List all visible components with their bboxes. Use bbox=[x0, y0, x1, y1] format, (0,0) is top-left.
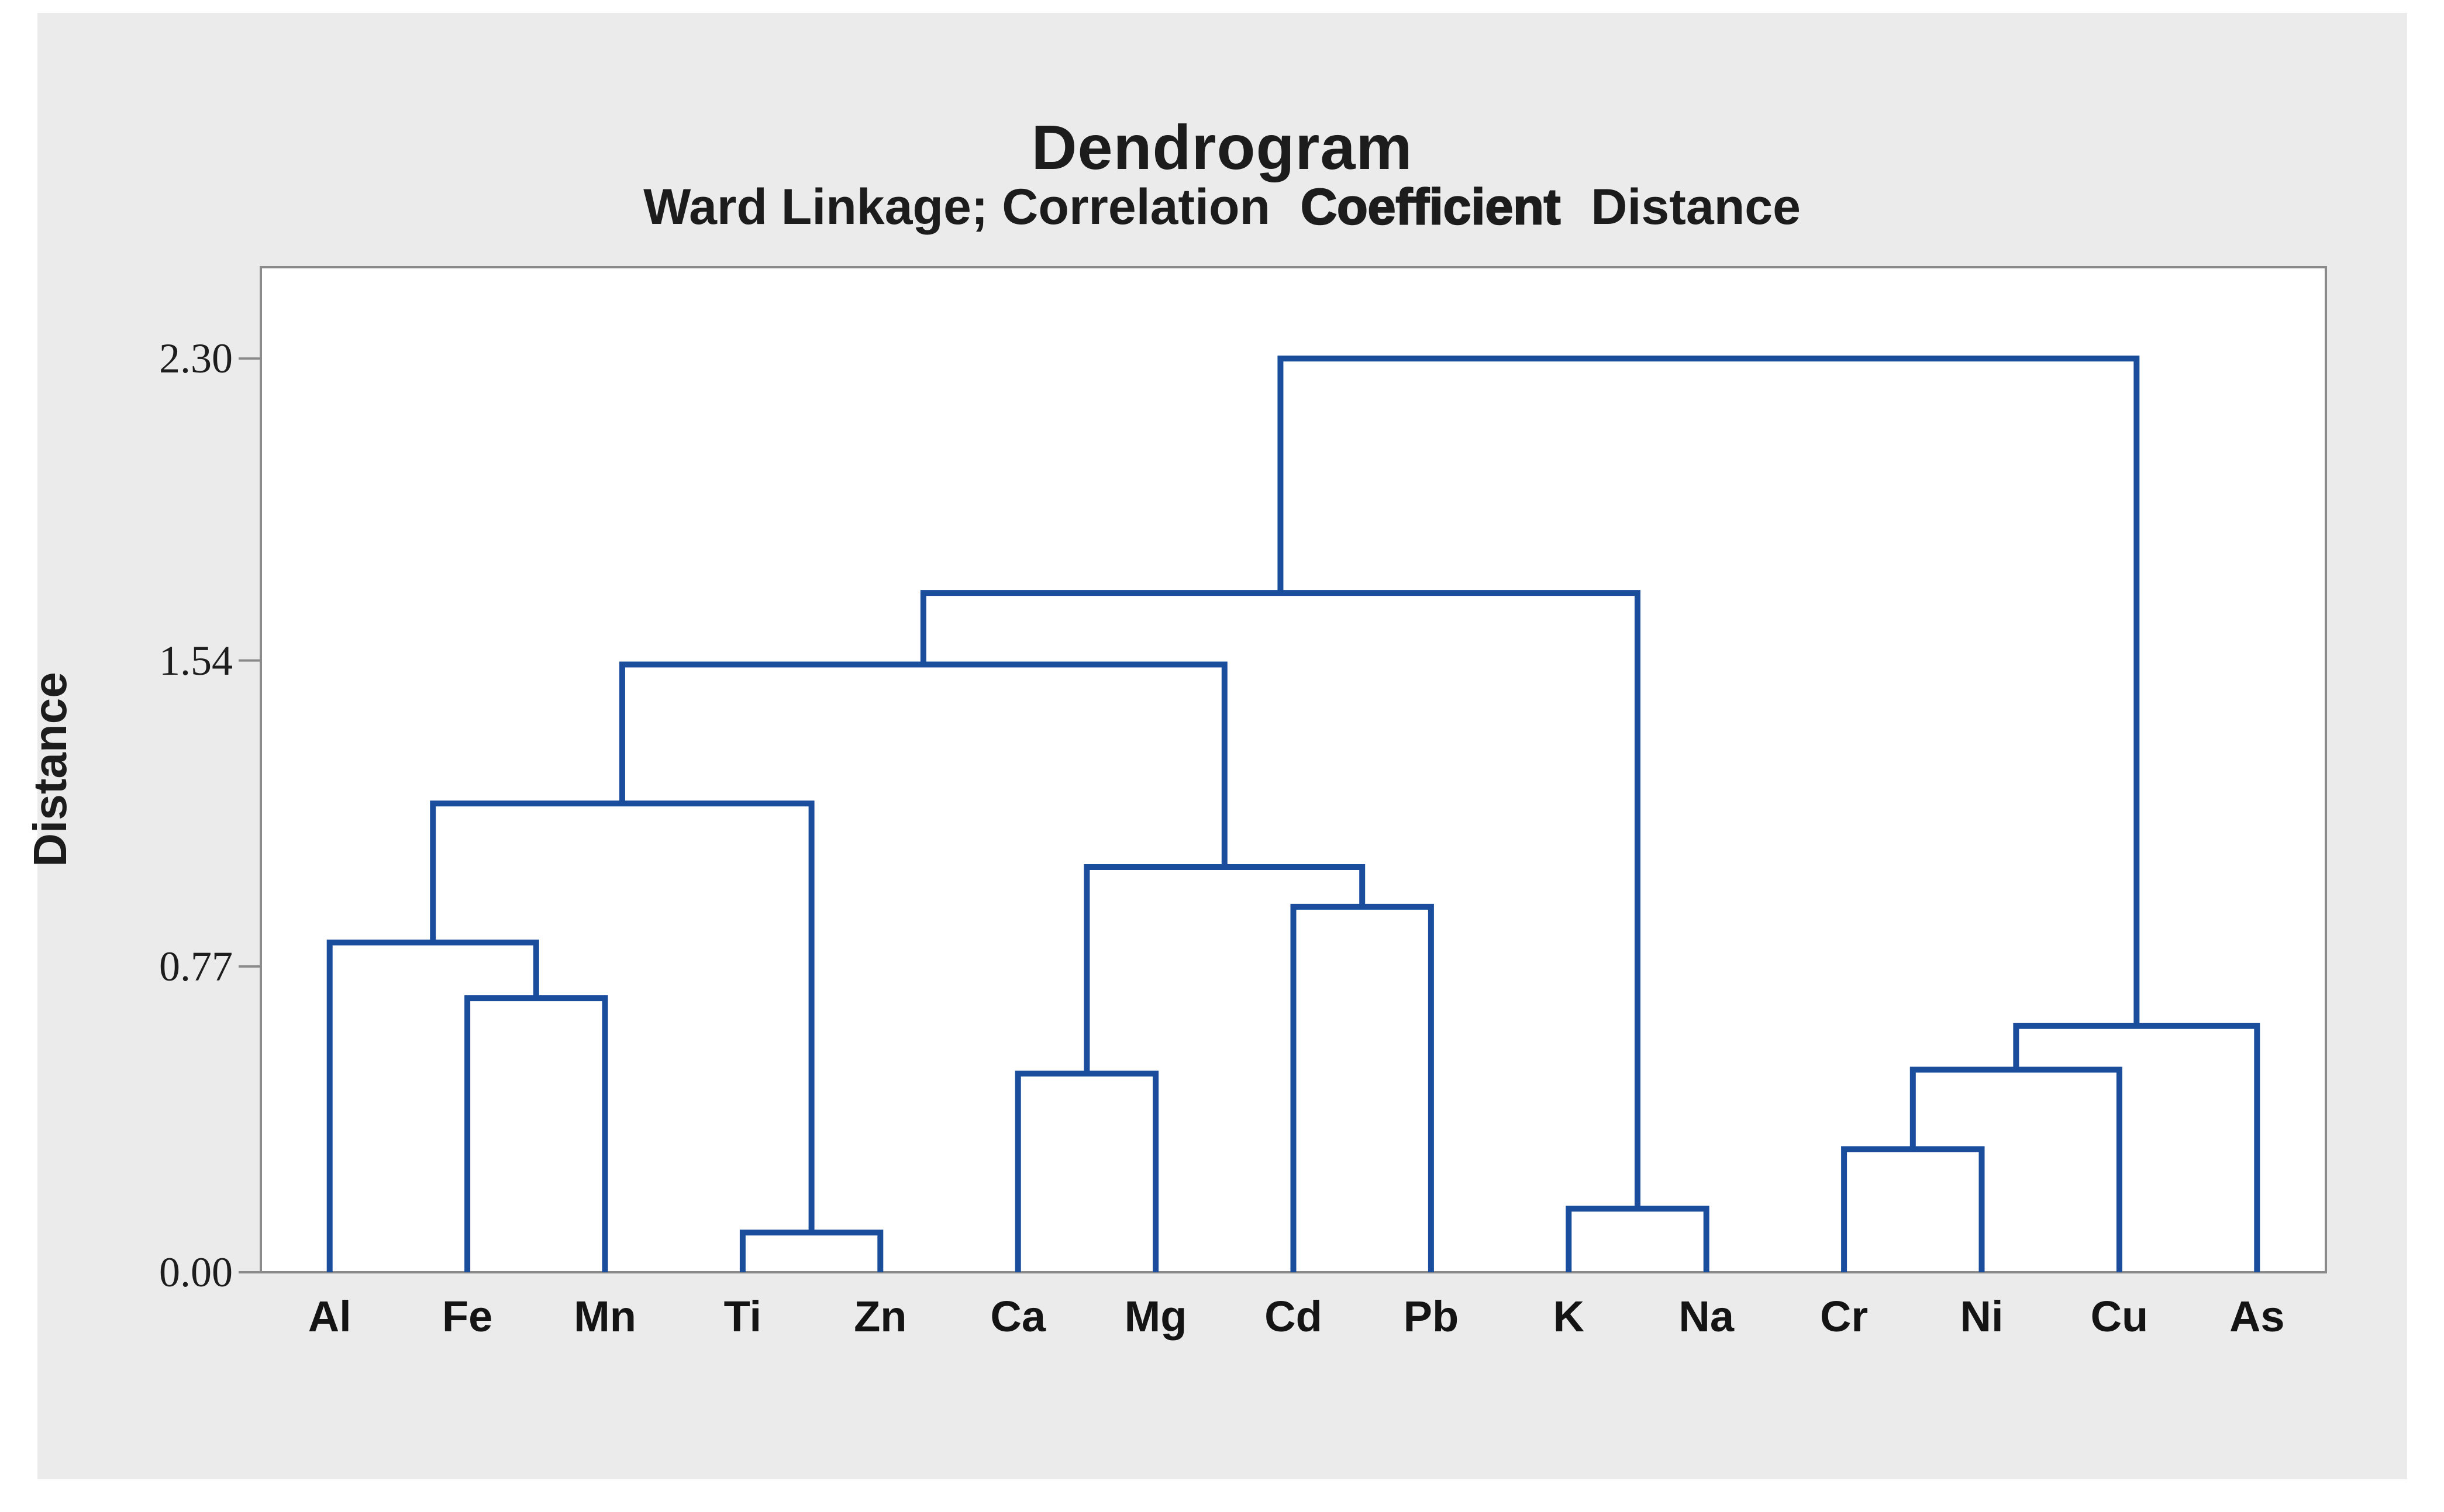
dendrogram-link-m8 bbox=[326, 940, 539, 1272]
leaf-label-Ca: Ca bbox=[990, 1292, 1046, 1341]
leaf-label-Cr: Cr bbox=[1819, 1292, 1869, 1341]
dendrogram-link-m1 bbox=[739, 1230, 884, 1272]
subtitle-segment-distance: Distance bbox=[1591, 179, 1801, 235]
dendrogram-link-m14 bbox=[1277, 355, 2140, 1026]
chart-title: Dendrogram bbox=[1031, 112, 1413, 182]
leaf-label-K: K bbox=[1553, 1292, 1585, 1341]
leaf-label-As: As bbox=[2229, 1292, 2285, 1341]
y-tick-label: 0.77 bbox=[159, 943, 233, 990]
chart-subtitle: Ward Linkage; Correlation Coefficient Dist… bbox=[0, 178, 2444, 236]
leaf-label-Na: Na bbox=[1678, 1292, 1734, 1341]
leaf-label-Zn: Zn bbox=[854, 1292, 907, 1341]
leaf-label-Ni: Ni bbox=[1960, 1292, 2004, 1341]
dendrogram-link-m13 bbox=[920, 590, 1640, 1209]
y-tick-label: 2.30 bbox=[159, 335, 233, 382]
dendrogram-link-m2 bbox=[1566, 1206, 1709, 1272]
leaf-label-Cd: Cd bbox=[1264, 1292, 1322, 1341]
dendrogram-link-m9 bbox=[1290, 903, 1434, 1272]
subtitle-segment-coefficient: Coefficient bbox=[1300, 178, 1561, 236]
dendrogram-link-m4 bbox=[1015, 1071, 1159, 1272]
leaf-label-Al: Al bbox=[308, 1292, 351, 1341]
leaf-label-Pb: Pb bbox=[1403, 1292, 1459, 1341]
y-tick-label: 0.00 bbox=[159, 1249, 233, 1296]
leaf-label-Fe: Fe bbox=[442, 1292, 493, 1341]
leaf-label-Ti: Ti bbox=[723, 1292, 762, 1341]
leaf-label-Cu: Cu bbox=[2090, 1292, 2149, 1341]
y-tick-label: 1.54 bbox=[159, 637, 233, 684]
subtitle-segment-linkage: Ward Linkage; Correlation bbox=[643, 179, 1271, 235]
dendrogram-link-m12 bbox=[619, 661, 1228, 867]
leaf-label-Mg: Mg bbox=[1124, 1292, 1187, 1341]
leaf-label-Mn: Mn bbox=[574, 1292, 636, 1341]
